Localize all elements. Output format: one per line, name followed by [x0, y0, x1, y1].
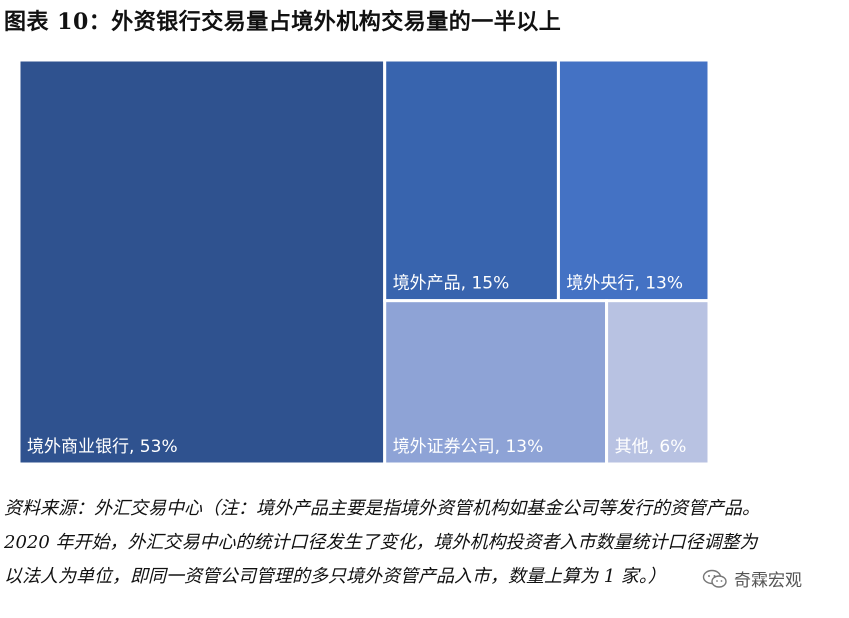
treemap-tile-label: 其他, 6%	[615, 437, 687, 457]
treemap-tile	[605, 299, 711, 466]
treemap-tile-label: 境外央行, 13%	[566, 274, 683, 294]
treemap-tile-label: 境外商业银行, 53%	[27, 437, 178, 457]
figure-title: 图表 10：外资银行交易量占境外机构交易量的一半以上	[4, 9, 562, 35]
treemap-tile-label: 境外证券公司, 13%	[393, 437, 544, 457]
watermark: 奇霖宏观	[702, 566, 802, 591]
note-line: 2020 年开始，外汇交易中心的统计口径发生了变化，境外机构投资者入市数量统计口…	[4, 532, 758, 553]
treemap-tile	[556, 58, 711, 303]
wechat-icon	[702, 569, 727, 588]
treemap-tile	[383, 58, 560, 303]
watermark-text: 奇霖宏观	[734, 571, 802, 591]
treemap-tile-label: 境外产品, 15%	[393, 274, 510, 294]
note-line: 资料来源：外汇交易中心（注：境外产品主要是指境外资管机构如基金公司等发行的资管产…	[4, 498, 760, 519]
source-note: 资料来源：外汇交易中心（注：境外产品主要是指境外资管机构如基金公司等发行的资管产…	[4, 492, 844, 594]
note-line: 以法人为单位，即同一资管公司管理的多只境外资管产品入市，数量上算为 1 家。）	[4, 566, 666, 587]
treemap-tile	[17, 58, 387, 466]
